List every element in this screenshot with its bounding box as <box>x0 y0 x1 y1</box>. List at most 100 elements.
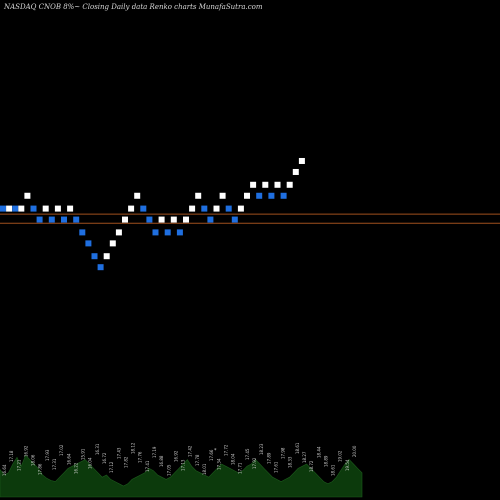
renko-brick-down <box>201 205 208 212</box>
renko-brick-down <box>207 216 214 223</box>
price-tick-label: 17.66 <box>209 449 214 461</box>
price-tick-label: 15.91 <box>81 448 86 460</box>
renko-brick-up <box>244 192 250 199</box>
renko-brick-up <box>219 192 226 199</box>
price-tick-label: 17.18 <box>9 450 14 462</box>
price-tick-label: 17.76 <box>138 451 143 463</box>
renko-brick-up <box>115 229 122 236</box>
price-tick-label: 17.19 <box>152 446 157 458</box>
volume-area <box>0 454 363 498</box>
price-tick-label: 18.06 <box>31 454 36 466</box>
renko-brick-down <box>30 205 37 212</box>
price-tick-label: 16.72 <box>102 452 107 464</box>
renko-brick-down <box>268 192 275 199</box>
price-tick-label: 17.31 <box>52 458 57 470</box>
price-tick-label: 17.12 <box>109 461 114 473</box>
renko-brick-down <box>176 229 183 236</box>
renko-brick-down <box>36 216 43 223</box>
renko-brick-up <box>109 240 116 247</box>
price-tick-label: 18.27 <box>302 451 307 463</box>
price-tick-label: 16.88 <box>159 455 164 467</box>
price-tick-label: 17.72 <box>223 444 228 456</box>
price-tick-label: 19.54 <box>345 459 350 471</box>
price-tick-label: 20.00 <box>352 445 357 457</box>
renko-brick-up <box>54 205 61 212</box>
price-tick-label: 18.33 <box>288 456 293 468</box>
footer-marker: * <box>214 448 217 454</box>
price-tick-label: 17.82 <box>123 456 128 468</box>
price-tick-label: 17.98 <box>281 447 286 459</box>
price-tick-label: 16.92 <box>173 450 178 462</box>
renko-brick-up <box>262 181 269 188</box>
renko-brick-up <box>195 192 202 199</box>
renko-brick-up <box>67 205 74 212</box>
renko-brick-up <box>189 205 196 212</box>
renko-brick-up <box>24 192 31 199</box>
price-tick-label: 17.89 <box>266 452 271 464</box>
renko-brick-up <box>122 216 128 223</box>
price-tick-label: 19.02 <box>338 450 343 462</box>
price-tick-label: 16.22 <box>73 462 78 474</box>
renko-brick-up <box>213 205 220 212</box>
price-tick-label: 17.86 <box>38 463 43 475</box>
renko-brick-down <box>79 229 86 236</box>
price-tick-label: 18.01 <box>202 463 207 475</box>
renko-brick-down <box>164 229 171 236</box>
renko-brick-up <box>6 205 13 212</box>
price-tick-label: 17.71 <box>238 462 243 474</box>
renko-brick-down <box>280 192 287 199</box>
price-tick-label: 17.34 <box>216 458 221 470</box>
price-tick-label: 18.61 <box>295 442 300 454</box>
price-tick-label: 17.61 <box>273 461 278 473</box>
price-tick-label: 17.21 <box>16 459 21 471</box>
price-tick-label: 16.04 <box>88 457 93 469</box>
price-tick-label: 16.92 <box>23 445 28 457</box>
price-tick-label: 17.41 <box>145 460 150 472</box>
renko-brick-up <box>134 192 141 199</box>
renko-brick-up <box>128 205 135 212</box>
renko-brick-up <box>250 181 257 188</box>
renko-brick-up <box>286 181 293 188</box>
renko-brick-down <box>61 216 67 223</box>
renko-brick-down <box>97 264 104 271</box>
price-tick-label: 16.64 <box>66 453 71 465</box>
renko-brick-down <box>140 205 147 212</box>
renko-brick-up <box>170 216 177 223</box>
renko-brick-up <box>274 181 281 188</box>
renko-brick-down <box>73 216 80 223</box>
price-tick-label: 16.64 <box>2 464 7 476</box>
renko-brick-up <box>298 157 305 164</box>
price-tick-label: 18.44 <box>316 446 321 458</box>
renko-brick-down <box>0 205 6 212</box>
price-tick-label: 17.42 <box>188 445 193 457</box>
renko-brick-up <box>237 205 244 212</box>
price-tick-label: 18.12 <box>131 442 136 454</box>
price-tick-label: 17.43 <box>116 447 121 459</box>
renko-brick-down <box>146 216 153 223</box>
price-tick-label: 18.89 <box>323 455 328 467</box>
price-tick-label: 17.92 <box>252 457 257 469</box>
renko-brick-down <box>12 205 19 212</box>
price-tick-label: 18.72 <box>309 460 314 472</box>
renko-brick-up <box>292 168 299 175</box>
price-tick-label: 17.78 <box>195 454 200 466</box>
renko-brick-down <box>152 229 159 236</box>
renko-brick-down <box>85 240 92 247</box>
price-tick-label: 18.23 <box>259 443 264 455</box>
renko-brick-down <box>256 192 263 199</box>
price-tick-label: 17.93 <box>45 449 50 461</box>
price-tick-label: 18.04 <box>231 453 236 465</box>
chart-title: NASDAQ CNOB 8%~ Closing Daily data Renko… <box>3 3 263 11</box>
renko-brick-up <box>18 205 25 212</box>
renko-brick-up <box>42 205 49 212</box>
renko-brick-down <box>91 253 98 260</box>
renko-brick-down <box>231 216 238 223</box>
renko-brick-down <box>225 205 232 212</box>
renko-brick-down <box>48 216 55 223</box>
price-tick-label: 17.13 <box>181 459 186 471</box>
price-tick-label: 17.45 <box>245 448 250 460</box>
price-tick-label: 17.05 <box>166 464 171 476</box>
renko-brick-up <box>103 253 110 260</box>
renko-brick-up <box>183 216 189 223</box>
